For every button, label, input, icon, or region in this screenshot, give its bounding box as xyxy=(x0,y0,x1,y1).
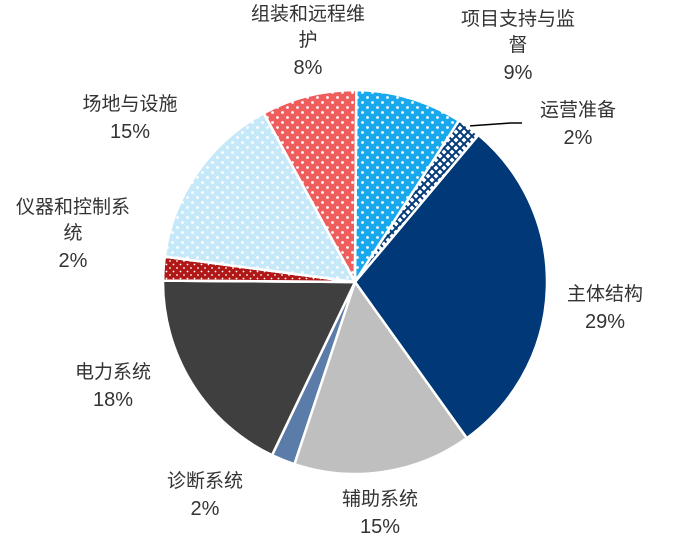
pie-slice-9-label: 运营准备 xyxy=(540,99,616,121)
pie-slice-8-pattern xyxy=(353,88,461,287)
pie-slice-7-percent: 8% xyxy=(294,57,323,79)
pie-slice-8-label-line-2: 督 xyxy=(508,34,527,56)
pie-slice-2-percent: 15% xyxy=(360,516,400,538)
pie-slice-7 xyxy=(261,88,358,283)
pie-slice-4-label: 电力系统 xyxy=(75,361,151,383)
pie-slice-4-percent: 18% xyxy=(93,389,133,411)
pie-slice-9-percent: 2% xyxy=(564,127,593,149)
pie-slice-1 xyxy=(353,133,549,440)
pie-slice-9-leader-line xyxy=(470,122,522,127)
pie-slice-6 xyxy=(163,111,358,284)
pie-slice-2-label: 辅助系统 xyxy=(342,488,418,510)
pie-slice-1-fill xyxy=(353,133,549,440)
pie-slice-5-label-line-2: 统 xyxy=(63,222,82,244)
pie-slice-4 xyxy=(161,279,357,457)
pie-slice-4-fill xyxy=(161,279,357,457)
leader-lines xyxy=(470,122,522,127)
pie-slice-7-pattern xyxy=(261,88,358,283)
pie-slice-8 xyxy=(353,88,461,287)
pie-slice-2-fill xyxy=(292,279,469,476)
pie-slice-1-percent: 29% xyxy=(585,311,625,333)
pie-slice-6-label: 场地与设施 xyxy=(82,93,177,115)
pie-slice-9-fill xyxy=(353,118,481,283)
pie-slice-8-label-line-1: 项目支持与监 xyxy=(461,8,575,30)
pie-slice-7-label-line-1: 组装和远程维 xyxy=(251,3,365,25)
pie-slice-6-pattern xyxy=(163,111,358,284)
pie-slice-3-percent: 2% xyxy=(191,498,220,520)
pie-slices xyxy=(161,88,549,476)
pie-slice-2 xyxy=(292,279,469,476)
pie-slice-5-label-line-1: 仪器和控制系 xyxy=(16,196,130,218)
pie-slice-1-label: 主体结构 xyxy=(567,283,643,305)
pie-slice-5-percent: 2% xyxy=(59,250,88,272)
pie-slice-7-label-line-2: 护 xyxy=(298,29,317,51)
pie-slice-8-percent: 9% xyxy=(504,62,533,84)
pie-slice-3-label: 诊断系统 xyxy=(167,470,243,492)
pie-slice-9 xyxy=(353,118,481,283)
pie-slice-6-percent: 15% xyxy=(110,121,150,143)
